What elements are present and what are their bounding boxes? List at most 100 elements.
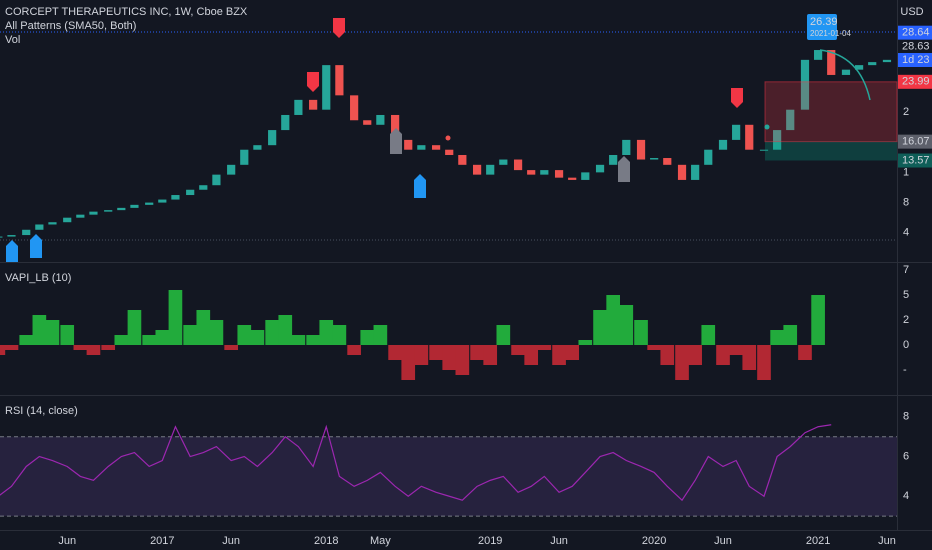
candle (432, 145, 441, 150)
oscillator-bar (86, 345, 101, 355)
oscillator-bar (442, 345, 457, 370)
candle (786, 109, 795, 131)
candle (882, 59, 892, 63)
y-tick-label: 2 (903, 314, 909, 326)
candle (404, 139, 413, 150)
candle (104, 210, 113, 212)
price-label: 13.57 (902, 154, 930, 166)
candle (22, 229, 31, 236)
oscillator-bar (19, 335, 34, 345)
candle (568, 177, 577, 180)
candle (63, 217, 72, 223)
candle (199, 185, 208, 190)
bearish-marker (307, 72, 319, 92)
oscillator-bar (209, 320, 224, 345)
oscillator-bar (742, 345, 757, 370)
oscillator-bar (373, 325, 388, 345)
currency: USD (900, 6, 923, 18)
oscillator-bar (701, 325, 716, 345)
candle (145, 202, 154, 205)
signal-dot (445, 135, 451, 141)
candle (76, 214, 85, 218)
bearish-marker (333, 18, 345, 38)
bullish-marker (6, 240, 18, 262)
x-tick-label: 2017 (150, 535, 174, 547)
oscillator-bar (660, 345, 675, 365)
oscillator-bar (142, 335, 157, 345)
countdown: 1d 23 (902, 54, 930, 66)
x-tick-label: 2018 (314, 535, 338, 547)
y-tick-label: 5 (903, 289, 909, 301)
y-tick-label: 0 (903, 339, 909, 351)
oscillator-bar (729, 345, 743, 355)
pane-title: VAPI_LB (10) (5, 272, 71, 284)
bullish-marker (414, 174, 426, 198)
candle (294, 99, 303, 115)
oscillator-bar (306, 335, 320, 345)
candle (486, 164, 495, 175)
oscillator-bar (101, 345, 116, 350)
candle (472, 164, 482, 175)
oscillator-bar (578, 340, 593, 345)
annotation-date: 2021-01-04 (810, 29, 851, 38)
candle (554, 170, 564, 178)
candle (240, 149, 249, 165)
candle (636, 139, 646, 160)
candle (391, 114, 400, 140)
candle (540, 170, 549, 175)
price-label: 28.64 (902, 27, 930, 39)
oscillator-bar (783, 325, 798, 345)
y-tick-label: 1 (903, 166, 909, 178)
candle (89, 211, 98, 215)
price-label-box (898, 153, 932, 168)
oscillator-bar (155, 330, 170, 345)
y-tick-label: 7 (903, 264, 909, 276)
candle (827, 50, 836, 75)
oscillator-bar (278, 315, 293, 345)
x-tick-label: 2021 (806, 535, 830, 547)
oscillator-bar (265, 320, 279, 345)
oscillator-bar (470, 345, 484, 360)
oscillator-bar (114, 335, 129, 345)
signal-dot (764, 124, 770, 130)
oscillator-bar (619, 305, 634, 345)
candle (363, 120, 372, 125)
candle (595, 164, 605, 173)
oscillator-bar (688, 345, 702, 365)
candle (677, 164, 687, 180)
bullish-marker (30, 234, 42, 258)
candle (130, 204, 139, 208)
y-tick-label: 2 (903, 106, 909, 118)
candle (609, 155, 618, 165)
y-tick-label: 4 (903, 490, 909, 502)
oscillator-bar (127, 310, 142, 345)
oscillator-bar (168, 290, 183, 345)
candle (212, 174, 221, 186)
candle (158, 199, 167, 203)
candle (718, 139, 728, 150)
candle (650, 158, 659, 160)
candle (841, 69, 851, 75)
x-tick-label: May (370, 535, 391, 547)
oscillator-bar (60, 325, 75, 345)
price-label-box (898, 74, 932, 89)
candle (745, 124, 754, 150)
candle (417, 145, 426, 150)
y-tick-label: 8 (903, 196, 909, 208)
oscillator-bar (770, 330, 784, 345)
indicator-label: All Patterns (SMA50, Both) (5, 20, 136, 32)
oscillator-bar (811, 295, 825, 345)
candle (527, 170, 536, 175)
oscillator-bar (32, 315, 47, 345)
candle (854, 65, 864, 70)
oscillator-bar (606, 295, 621, 345)
candle (814, 50, 823, 60)
oscillator-bar (496, 325, 511, 345)
annotation-box (807, 14, 837, 40)
candle (171, 195, 180, 200)
candle (513, 159, 523, 171)
oscillator-bar (0, 345, 6, 355)
oscillator-bar (524, 345, 539, 365)
candle (309, 99, 318, 110)
candle (376, 114, 385, 125)
